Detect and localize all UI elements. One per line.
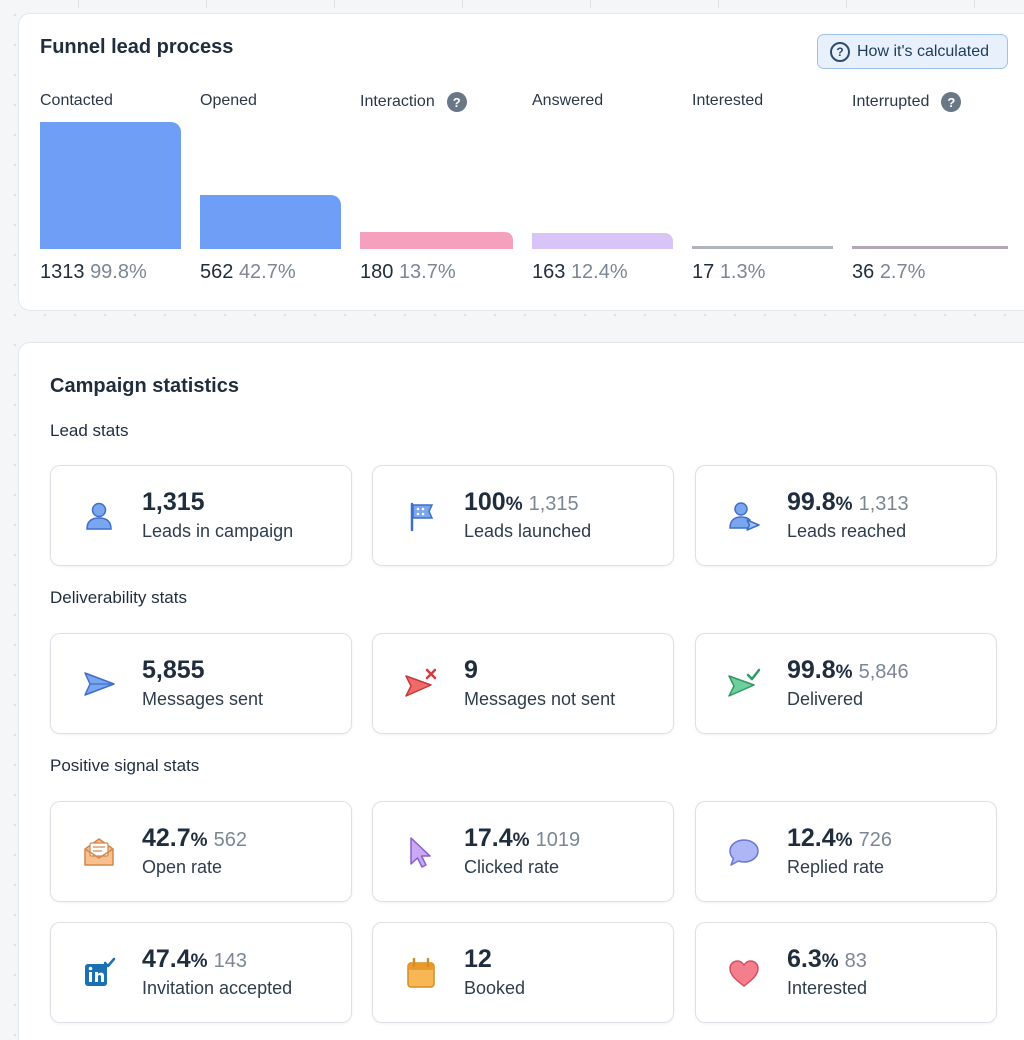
top-ruler bbox=[0, 0, 1024, 8]
stage-value: 180 13.7% bbox=[360, 261, 456, 283]
funnel-title: Funnel lead process bbox=[40, 36, 234, 58]
stat-card-open-rate[interactable]: 42.7% 562 Open rate bbox=[50, 801, 352, 902]
send-failed-icon bbox=[405, 668, 437, 697]
funnel-bar bbox=[532, 233, 673, 249]
stat-card-interested[interactable]: 6.3% 83 Interested bbox=[695, 922, 997, 1023]
user-icon bbox=[86, 502, 112, 530]
how-calculated-button[interactable]: ? How it's calculated bbox=[817, 34, 1008, 69]
stage-value: 36 2.7% bbox=[852, 261, 926, 283]
stat-label: Leads launched bbox=[464, 521, 592, 541]
stat-card-messages-sent[interactable]: 5,855 Messages sent bbox=[50, 633, 352, 734]
cursor-icon bbox=[410, 837, 431, 868]
heart-icon bbox=[729, 960, 759, 987]
stat-label: Interested bbox=[787, 978, 868, 998]
campaign-statistics-card: Campaign statistics Lead stats 1,315 Lea… bbox=[18, 342, 1024, 1040]
funnel-bar bbox=[200, 195, 341, 249]
section-title-lead-stats: Lead stats bbox=[50, 421, 129, 440]
stat-label: Open rate bbox=[142, 857, 223, 877]
stat-label: Replied rate bbox=[787, 857, 885, 877]
stat-card-messages-not-sent[interactable]: 9 Messages not sent bbox=[372, 633, 674, 734]
funnel-stage: Interaction? 180 13.7% bbox=[360, 14, 513, 312]
question-circle-icon: ? bbox=[830, 41, 850, 62]
stage-label: Answered bbox=[532, 92, 604, 109]
campaign-title: Campaign statistics bbox=[50, 375, 239, 397]
stat-label: Leads reached bbox=[787, 521, 907, 541]
funnel-stage: Opened 562 42.7% bbox=[200, 14, 341, 312]
how-calculated-label: How it's calculated bbox=[857, 42, 989, 60]
funnel-card: Funnel lead process ? How it's calculate… bbox=[18, 13, 1024, 311]
stage-label: Interrupted? bbox=[852, 92, 962, 112]
stat-label: Messages not sent bbox=[464, 689, 616, 709]
linkedin-icon bbox=[85, 957, 116, 986]
funnel-bar bbox=[692, 246, 833, 249]
open-envelope-icon bbox=[84, 838, 114, 866]
user-send-icon bbox=[729, 502, 760, 531]
funnel-bar bbox=[360, 232, 513, 249]
stat-card-leads-launched[interactable]: 100% 1,315 Leads launched bbox=[372, 465, 674, 566]
stat-card-leads-reached[interactable]: 99.8% 1,313 Leads reached bbox=[695, 465, 997, 566]
stat-card-clicked-rate[interactable]: 17.4% 1019 Clicked rate bbox=[372, 801, 674, 902]
funnel-bar bbox=[40, 122, 181, 249]
stage-value: 1313 99.8% bbox=[40, 261, 147, 283]
stage-value: 163 12.4% bbox=[532, 261, 628, 283]
help-icon[interactable]: ? bbox=[446, 92, 467, 112]
stat-card-invitation-accepted[interactable]: 47.4% 143 Invitation accepted bbox=[50, 922, 352, 1023]
funnel-stage: Answered 163 12.4% bbox=[532, 14, 673, 312]
stat-label: Clicked rate bbox=[464, 857, 560, 877]
stage-label: Contacted bbox=[40, 92, 113, 109]
stat-card-leads-in-campaign[interactable]: 1,315 Leads in campaign bbox=[50, 465, 352, 566]
send-delivered-icon bbox=[728, 668, 761, 697]
stage-value: 562 42.7% bbox=[200, 261, 296, 283]
flag-icon bbox=[410, 502, 434, 532]
stage-label: Opened bbox=[200, 92, 257, 109]
stat-card-delivered[interactable]: 99.8% 5,846 Delivered bbox=[695, 633, 997, 734]
funnel-bar bbox=[852, 246, 1008, 249]
stage-label: Interested bbox=[692, 92, 764, 109]
stat-card-replied-rate[interactable]: 12.4% 726 Replied rate bbox=[695, 801, 997, 902]
stat-label: Leads in campaign bbox=[142, 521, 294, 541]
help-icon[interactable]: ? bbox=[941, 92, 962, 112]
stat-label: Delivered bbox=[787, 689, 864, 709]
funnel-stage: Interested 17 1.3% bbox=[692, 14, 833, 312]
section-title-deliverability-stats: Deliverability stats bbox=[50, 588, 187, 607]
funnel-stage: Contacted 1313 99.8% bbox=[40, 14, 181, 312]
stage-label: Interaction? bbox=[360, 92, 467, 112]
chat-bubble-icon bbox=[729, 839, 759, 866]
stage-value: 17 1.3% bbox=[692, 261, 766, 283]
send-icon bbox=[84, 672, 115, 696]
stat-label: Booked bbox=[464, 978, 526, 998]
stat-label: Invitation accepted bbox=[142, 978, 293, 998]
stat-card-booked[interactable]: 12 Booked bbox=[372, 922, 674, 1023]
section-title-positive-signal-stats: Positive signal stats bbox=[50, 756, 200, 775]
stat-label: Messages sent bbox=[142, 689, 264, 709]
calendar-icon bbox=[407, 957, 435, 988]
funnel-stage: Interrupted? 36 2.7% bbox=[852, 14, 1008, 312]
